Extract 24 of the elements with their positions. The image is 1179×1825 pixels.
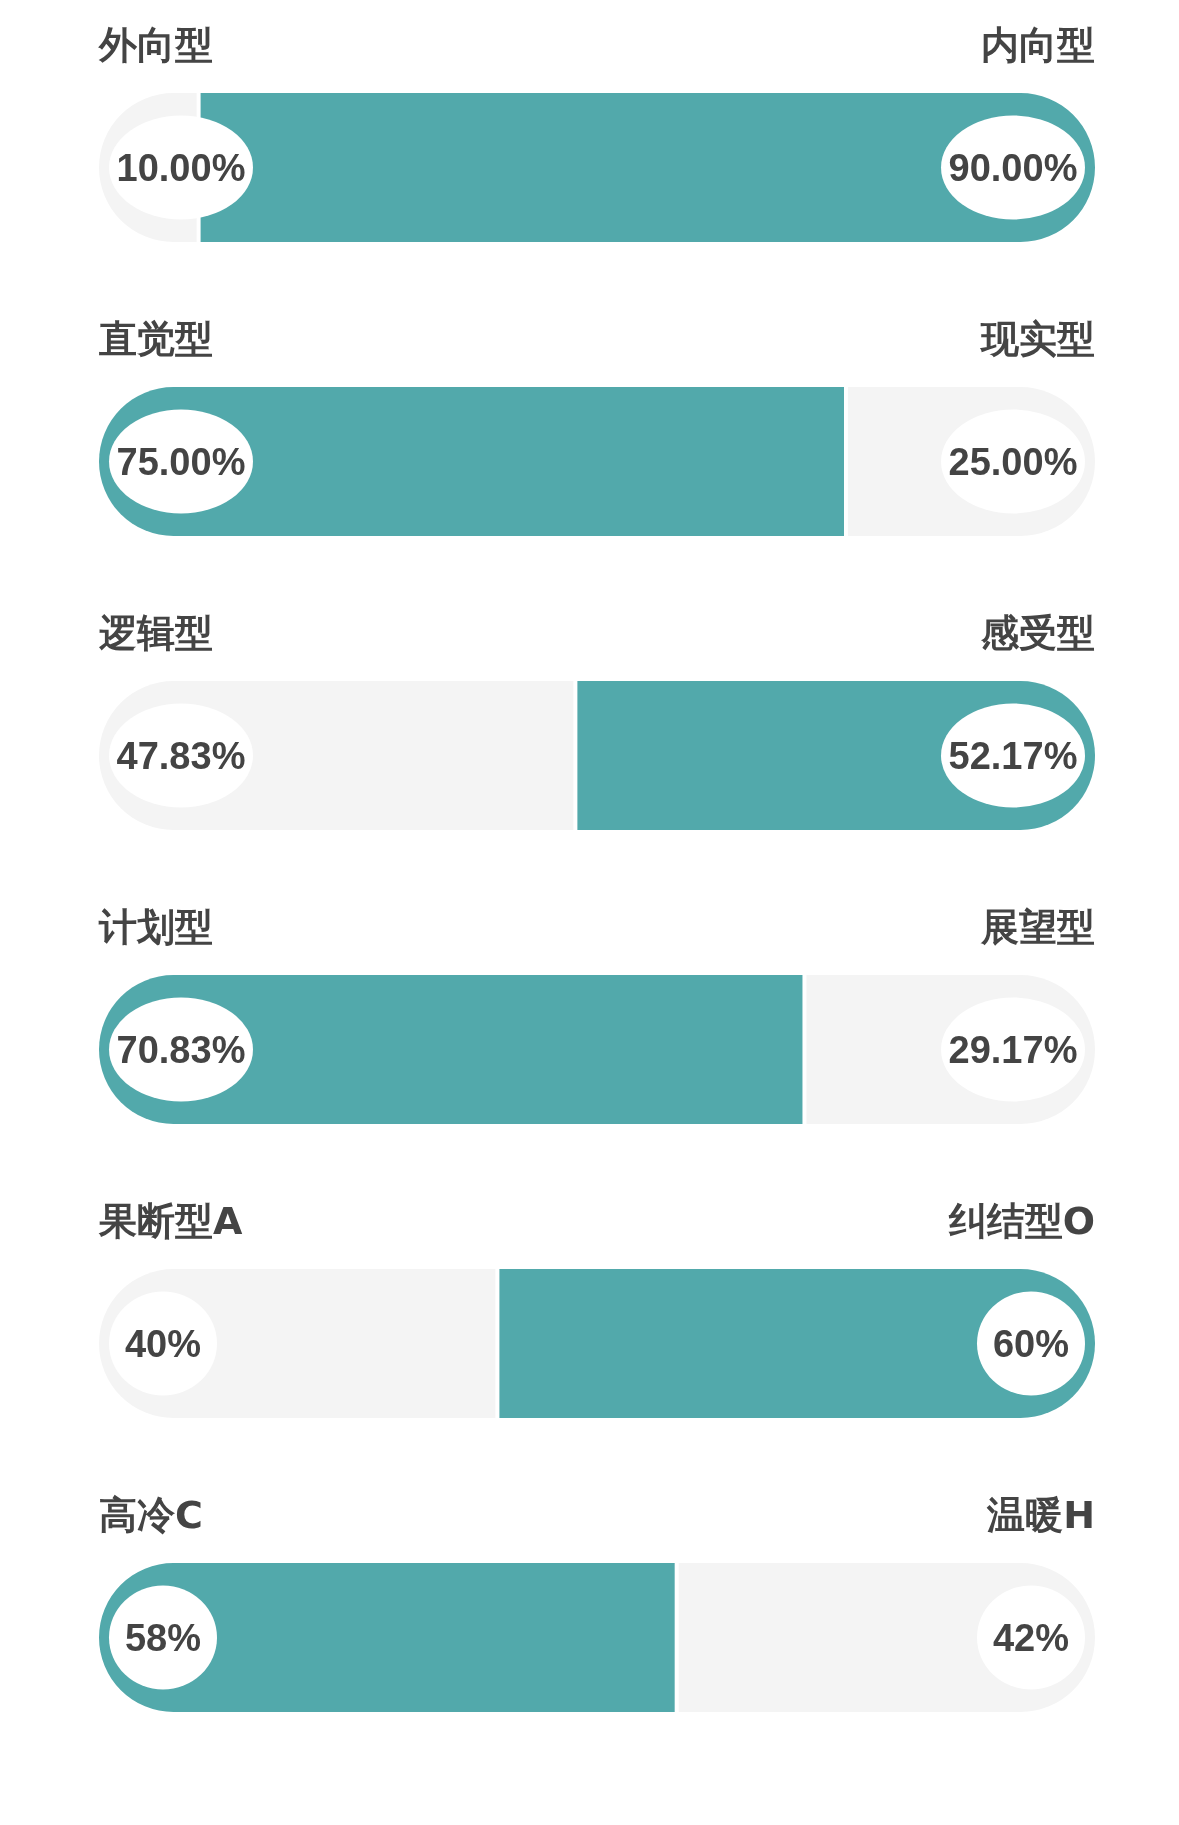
data-label: 52.17% [948, 734, 1078, 777]
data-label: 90.00% [948, 146, 1078, 189]
series-label: 纠结型O [947, 1199, 1095, 1243]
data-label: 70.83% [116, 1028, 246, 1071]
series-label: 温暖H [986, 1493, 1095, 1537]
data-label: 60% [992, 1322, 1070, 1365]
series-label: 现实型 [979, 317, 1095, 361]
series-label: 内向型 [981, 23, 1095, 67]
data-label: 47.83% [116, 734, 246, 777]
data-label: 25.00% [948, 440, 1078, 483]
series-label: 展望型 [980, 905, 1095, 949]
series-label: 逻辑型 [99, 611, 213, 655]
series-label: 外向型 [98, 23, 213, 67]
data-label: 10.00% [116, 146, 246, 189]
data-label: 40% [124, 1322, 202, 1365]
data-label: 58% [124, 1616, 202, 1659]
series-label: 直觉型 [98, 317, 213, 361]
series-label: 计划型 [98, 905, 213, 949]
data-label: 75.00% [116, 440, 246, 483]
data-label: 29.17% [948, 1028, 1078, 1071]
series-label: 高冷C [99, 1493, 203, 1537]
series-label: 感受型 [980, 611, 1095, 655]
series-label: 果断型A [98, 1199, 243, 1243]
data-label: 42% [992, 1616, 1070, 1659]
